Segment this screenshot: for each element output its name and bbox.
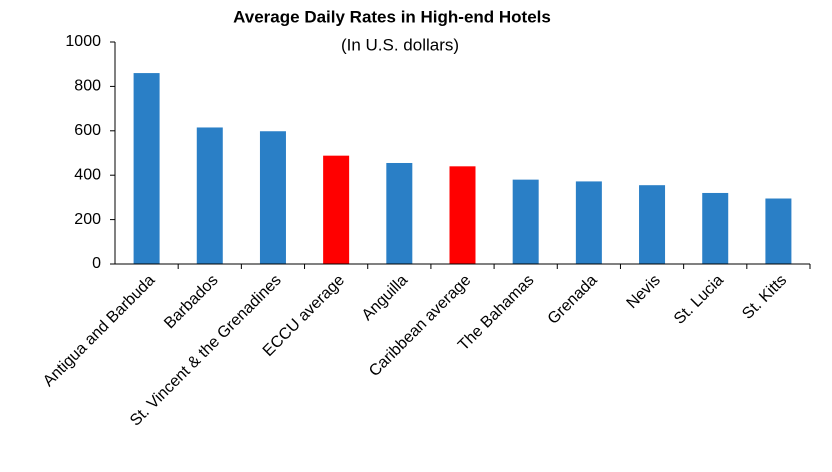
bar [702,192,729,264]
x-tick-label: Antigua and Barbuda [40,272,158,390]
bar [196,127,223,264]
y-tick-label: 400 [74,166,101,183]
y-tick-label: 1000 [65,33,101,50]
bar [386,162,413,264]
bar [639,185,666,264]
x-tick-label: St. Lucia [671,272,727,328]
x-tick-label: St. Kitts [739,272,790,323]
y-tick-label: 200 [74,211,101,228]
bar [133,73,160,264]
bar [323,155,350,264]
x-tick-label: Anguilla [359,272,411,324]
chart-title: Average Daily Rates in High-end Hotels [233,7,551,26]
bar [765,198,792,264]
bar [449,166,476,264]
x-tick-label: Nevis [624,272,664,312]
x-tick-label: Grenada [545,272,601,328]
bar [259,131,286,264]
bar [512,179,539,264]
chart-subtitle: (In U.S. dollars) [341,35,459,54]
x-tick-label: Barbados [161,272,221,332]
bar [575,181,602,264]
y-tick-label: 800 [74,78,101,95]
y-tick-label: 0 [92,255,101,272]
y-tick-label: 600 [74,122,101,139]
